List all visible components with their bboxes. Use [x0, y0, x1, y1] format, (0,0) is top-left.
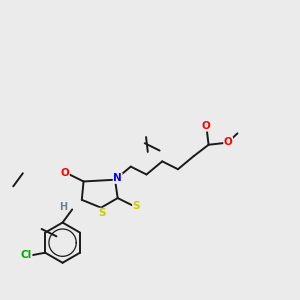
Text: S: S — [98, 208, 106, 218]
Text: H: H — [59, 202, 67, 212]
Text: O: O — [202, 121, 210, 131]
Text: O: O — [224, 137, 233, 147]
Text: S: S — [133, 201, 140, 211]
Text: N: N — [113, 173, 122, 183]
Text: O: O — [61, 168, 69, 178]
Text: Cl: Cl — [21, 250, 32, 260]
